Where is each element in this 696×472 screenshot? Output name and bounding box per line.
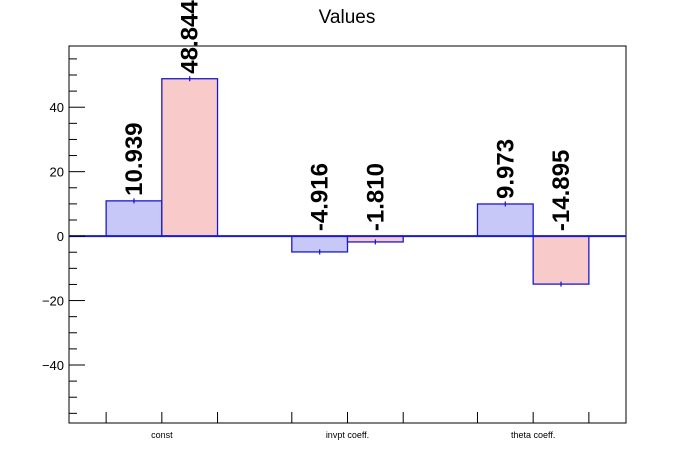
data-label: 10.939 — [121, 122, 148, 195]
bars — [69, 76, 626, 287]
data-labels: 10.939 -4.916 9.973 48.844 -1.810 -14.895 — [121, 0, 575, 231]
data-label: -14.895 — [548, 150, 575, 231]
data-label: -1.810 — [362, 163, 389, 231]
x-category-label: invpt coeff. — [326, 430, 369, 440]
data-label: -4.916 — [307, 163, 334, 231]
bar-s0-theta-coeff- — [476, 203, 534, 237]
bar-s0-const — [105, 200, 163, 237]
x-category-label: const — [151, 430, 173, 440]
y-tick-label: −20 — [42, 294, 64, 309]
axes: −40 −20 0 20 40 const invpt coeff. theta coeff. — [42, 58, 590, 440]
bar-s1-theta-coeff- — [532, 235, 590, 285]
y-tick-label: 20 — [50, 165, 64, 180]
y-tick-label: 0 — [57, 229, 64, 244]
y-tick-label: −40 — [42, 358, 64, 373]
chart-title: Values — [319, 7, 376, 28]
data-label: 48.844 — [177, 0, 204, 74]
bar-s1-const — [161, 78, 219, 237]
x-category-label: theta coeff. — [511, 430, 555, 440]
y-tick-label: 40 — [50, 100, 64, 115]
data-label: 9.973 — [492, 139, 519, 199]
